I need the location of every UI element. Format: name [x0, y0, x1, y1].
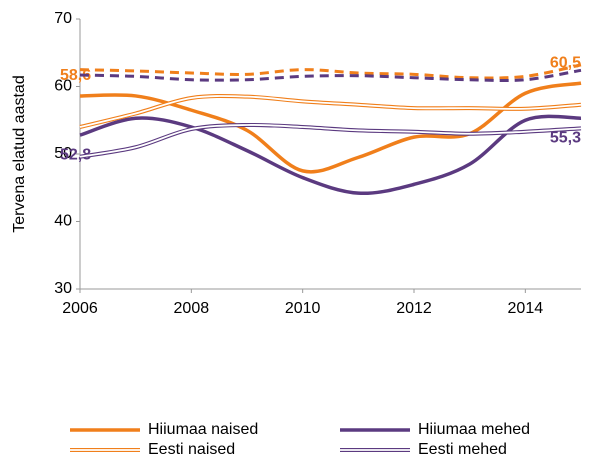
- data-label: 58,6: [60, 67, 91, 84]
- legend-label: Eesti mehed: [418, 441, 507, 458]
- series-line: [79, 95, 582, 128]
- y-tick-label: 40: [54, 213, 72, 230]
- x-tick-label: 2014: [508, 300, 544, 317]
- series-line: [79, 68, 582, 83]
- data-label: 55,3: [550, 129, 581, 146]
- legend-label: Eesti naised: [148, 441, 235, 458]
- x-tick-label: 2010: [285, 300, 321, 317]
- series-line: [79, 63, 582, 80]
- x-tick-label: 2006: [62, 300, 98, 317]
- x-tick-label: 2008: [174, 300, 210, 317]
- y-tick-label: 50: [54, 145, 72, 162]
- series-line: [79, 114, 582, 196]
- series-line: [79, 124, 582, 158]
- y-tick-label: 60: [54, 78, 72, 95]
- y-axis-title: Tervena elatud aastad: [11, 75, 28, 232]
- legend-label: Hiiumaa mehed: [418, 421, 530, 438]
- y-tick-label: 70: [54, 10, 72, 27]
- data-label: 52,8: [60, 146, 91, 163]
- data-label: 60,5: [550, 54, 581, 71]
- x-tick-label: 2012: [396, 300, 432, 317]
- legend-label: Hiiumaa naised: [148, 421, 258, 438]
- y-tick-label: 30: [54, 280, 72, 297]
